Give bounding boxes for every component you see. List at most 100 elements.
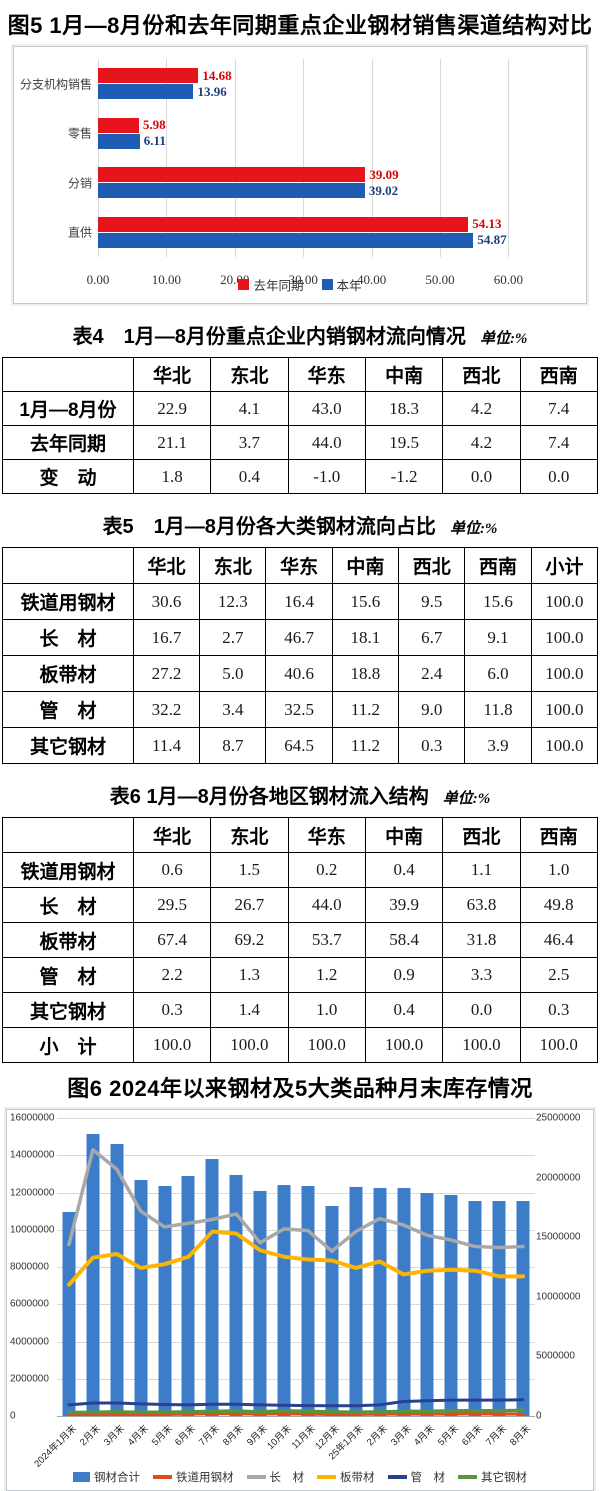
table-cell: 0.2	[287, 852, 366, 888]
table-cell: 44.0	[287, 887, 366, 923]
table-cell: 2.2	[132, 957, 212, 993]
row-label: 铁道用钢材	[2, 583, 134, 620]
table-cell: 7.4	[519, 425, 599, 460]
line-other-steel	[69, 1410, 523, 1412]
gridline	[440, 59, 442, 257]
table-cell: 40.6	[265, 655, 333, 692]
line-flat-products	[69, 1232, 523, 1285]
bar-value-label: 39.02	[368, 182, 399, 198]
bar-last-year	[98, 117, 139, 133]
table-cell: 11.2	[331, 727, 400, 764]
table6-title: 表6 1月—8月份各地区钢材流入结构 单位:%	[109, 786, 491, 808]
bar-line: 5.98	[98, 117, 570, 133]
total-inventory-bar	[86, 1133, 100, 1416]
column-header: 东北	[199, 547, 267, 584]
column-header: 中南	[331, 547, 400, 584]
legend-item: 其它钢材	[458, 1469, 527, 1485]
axis-tick-label: 10.00	[151, 272, 182, 287]
figure6-right-axis: 25000000 20000000 15000000 10000000 5000000 0	[536, 1113, 591, 1422]
gridline	[57, 1267, 535, 1268]
table-cell: 8.7	[199, 727, 267, 764]
bar-group: 分销 39.09 39.02	[68, 158, 570, 208]
gridline	[508, 59, 510, 257]
axis-tick-label: 50.00	[425, 272, 455, 287]
table-row: 板带材 67.4 69.2 53.7 58.4 31.8 46.4	[2, 922, 599, 958]
table-cell: 3.7	[210, 425, 289, 460]
row-label: 长 材	[2, 887, 134, 923]
axis-tick-label: 40.00	[356, 272, 387, 287]
axis-tick-label: 30.00	[288, 272, 318, 287]
table-cell: 0.0	[519, 459, 599, 494]
table-cell: 0.3	[398, 727, 466, 764]
row-label: 去年同期	[2, 425, 134, 460]
axis-tick-label: 4000000	[10, 1336, 49, 1347]
table-cell: -1.0	[287, 459, 366, 494]
gridline	[57, 1118, 535, 1119]
x-axis-label: 4月末	[125, 1423, 151, 1449]
table-cell: 0.9	[364, 957, 444, 993]
table4-unit: 单位:%	[479, 331, 528, 347]
column-header: 华北	[132, 357, 212, 392]
category-label: 零售	[67, 126, 92, 141]
table-cell: 100.0	[530, 727, 599, 764]
table-cell: 3.3	[442, 957, 521, 993]
x-axis-label: 6月末	[173, 1423, 199, 1449]
table-row: 1月—8月份 22.9 4.1 43.0 18.3 4.2 7.4	[2, 391, 599, 426]
axis-tick-label: 0.00	[86, 272, 110, 287]
legend-swatch-icon	[317, 1475, 336, 1479]
table-cell: 46.7	[265, 619, 333, 656]
table-cell: 100.0	[287, 1027, 366, 1063]
gridline	[57, 1341, 535, 1343]
figure6-x-axis: 2024年1月末 2月末 3月末 4月末 5月末 6月末 7月末 8月末 9月末 10月末 11月末…	[32, 1418, 535, 1470]
column-header: 西南	[464, 547, 532, 584]
row-label: 其它钢材	[2, 992, 134, 1028]
column-header: 华东	[287, 357, 366, 392]
table-cell: 5.0	[199, 655, 267, 692]
table4: 华北 东北 华东 中南 西北 西南 1月—8月份 22.9 4.1 43.0 18.3 4.2 7.4 去…	[2, 357, 599, 494]
table-cell: 1.4	[210, 992, 289, 1028]
column-header: 小计	[530, 547, 599, 584]
table-cell: 1.8	[132, 459, 212, 494]
table-cell: 49.8	[519, 887, 599, 923]
x-axis-label: 3月末	[101, 1423, 127, 1449]
bar-last-year	[98, 167, 366, 183]
legend-item: 钢材合计	[73, 1469, 140, 1485]
table-cell: 100.0	[530, 691, 599, 728]
x-axis-label: 7月末	[197, 1423, 223, 1449]
table-cell: 11.8	[464, 691, 532, 728]
bar-this-year	[98, 183, 365, 199]
figure6-lines	[57, 1118, 535, 1416]
x-axis-label: 4月末	[412, 1423, 438, 1449]
gridline	[98, 59, 99, 257]
bar-value-label: 6.11	[143, 133, 166, 149]
axis-tick-label: 25000000	[536, 1112, 581, 1124]
bar-this-year	[98, 133, 140, 149]
table5: 华北 东北 华东 中南 西北 西南 小计 铁道用钢材 30.6 12.3 16.4 15.6 9.5 15…	[2, 547, 599, 764]
table-cell: 9.5	[398, 583, 466, 620]
table-cell: -1.2	[364, 459, 444, 494]
table5-unit: 单位:%	[449, 521, 498, 537]
x-axis-label: 10月末	[265, 1423, 294, 1452]
x-axis-label: 2月末	[77, 1423, 103, 1449]
table-cell: 1.1	[442, 852, 521, 888]
gridline	[303, 59, 305, 257]
total-inventory-bar	[301, 1185, 315, 1416]
total-inventory-bar	[516, 1201, 530, 1416]
table-cell: 9.0	[398, 691, 466, 728]
axis-tick-label: 8000000	[10, 1261, 49, 1273]
bar-line: 39.02	[98, 182, 570, 199]
gridline	[57, 1378, 535, 1380]
table-row: 其它钢材 11.4 8.7 64.5 11.2 0.3 3.9 100.0	[2, 727, 599, 764]
row-label: 长 材	[2, 619, 134, 656]
column-header: 西南	[519, 357, 599, 392]
table-cell: 53.7	[287, 922, 366, 958]
axis-tick-label: 15000000	[536, 1231, 581, 1243]
table-cell: 15.6	[331, 583, 400, 620]
table-cell: 6.0	[464, 655, 532, 692]
axis-tick-label: 14000000	[10, 1149, 55, 1161]
x-axis-label: 5月末	[149, 1423, 175, 1449]
gridline	[57, 1192, 535, 1194]
table-cell: 27.2	[132, 655, 201, 692]
axis-tick-label: 2000000	[10, 1373, 49, 1385]
table-cell: 100.0	[530, 619, 599, 656]
